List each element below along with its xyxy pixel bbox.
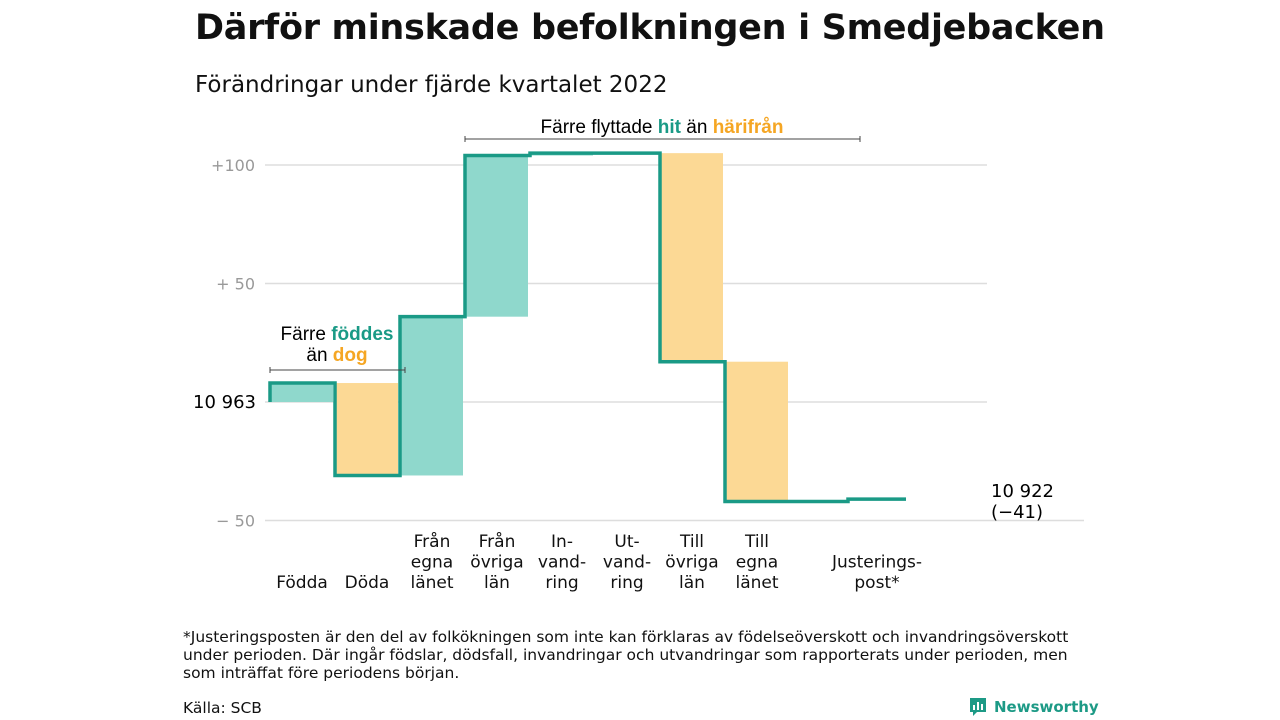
category-label: Ut-	[614, 532, 639, 552]
migration-annotation-hit: hit	[658, 117, 682, 138]
category-label: Från	[479, 531, 516, 552]
migration-annotation-middle: än	[681, 117, 713, 138]
chart-title: Därför minskade befolkningen i Smedjebac…	[195, 8, 1105, 48]
category-label: vand-	[538, 553, 586, 573]
chart-subtitle: Förändringar under fjärde kvartalet 2022	[195, 72, 668, 98]
category-label: Till	[679, 532, 704, 552]
y-tick-label: − 50	[216, 512, 255, 531]
migration-annotation: Färre flyttade hit än härifrån	[541, 117, 784, 138]
source: Källa: SCB	[183, 699, 262, 717]
category-label: länet	[735, 573, 778, 593]
category-label: vand-	[603, 553, 651, 573]
end-value-label: 10 922	[991, 481, 1054, 502]
births-bracket	[269, 367, 406, 373]
migration-bracket	[464, 136, 861, 142]
category-label: post*	[854, 573, 899, 593]
newsworthy-logo-icon	[970, 698, 986, 716]
y-tick-label: +100	[211, 156, 255, 175]
category-label: län	[679, 573, 705, 593]
end-change-label: (−41)	[991, 502, 1043, 523]
migration-annotation-harifran: härifrån	[713, 117, 784, 138]
category-label: egna	[411, 553, 453, 573]
births-annotation-prefix: Färre	[281, 324, 332, 345]
waterfall-bar	[336, 383, 398, 476]
category-label: In-	[551, 532, 573, 552]
category-label: Födda	[276, 573, 328, 593]
footnote: *Justeringsposten är den del av folkökni…	[183, 628, 1069, 682]
births-annotation-dog: dog	[333, 345, 368, 366]
category-label: Döda	[345, 573, 390, 593]
category-label: Från	[414, 531, 451, 552]
waterfall-bar	[401, 316, 463, 476]
category-label: län	[484, 573, 510, 593]
cumulative-line	[268, 151, 906, 504]
category-label: Justerings-	[831, 553, 922, 573]
migration-annotation-prefix: Färre flyttade	[541, 117, 658, 138]
waterfall-bar	[726, 361, 788, 502]
waterfall-chart: +100+ 50− 50 Födda DödaFrånegnalänetFrånö…	[193, 117, 1084, 593]
category-label: egna	[736, 553, 778, 573]
start-value-label: 10 963	[193, 392, 256, 413]
waterfall-bar	[466, 155, 528, 317]
category-label: övriga	[665, 553, 718, 573]
brand-logo: Newsworthy	[968, 696, 1099, 718]
births-annotation-line2: än dog	[306, 345, 367, 366]
brand-name: Newsworthy	[994, 698, 1099, 716]
waterfall-bar	[661, 153, 723, 362]
y-tick-label: + 50	[216, 275, 255, 294]
category-label: länet	[410, 573, 453, 593]
category-label: ring	[545, 573, 578, 593]
waterfall-bar	[271, 383, 333, 402]
births-annotation-foddes: föddes	[331, 324, 393, 345]
births-annotation-line1: Färre föddes	[281, 324, 394, 345]
category-label: ring	[610, 573, 643, 593]
category-label: Till	[744, 532, 769, 552]
category-label: övriga	[470, 553, 523, 573]
births-annotation-line2-prefix: än	[306, 345, 332, 366]
